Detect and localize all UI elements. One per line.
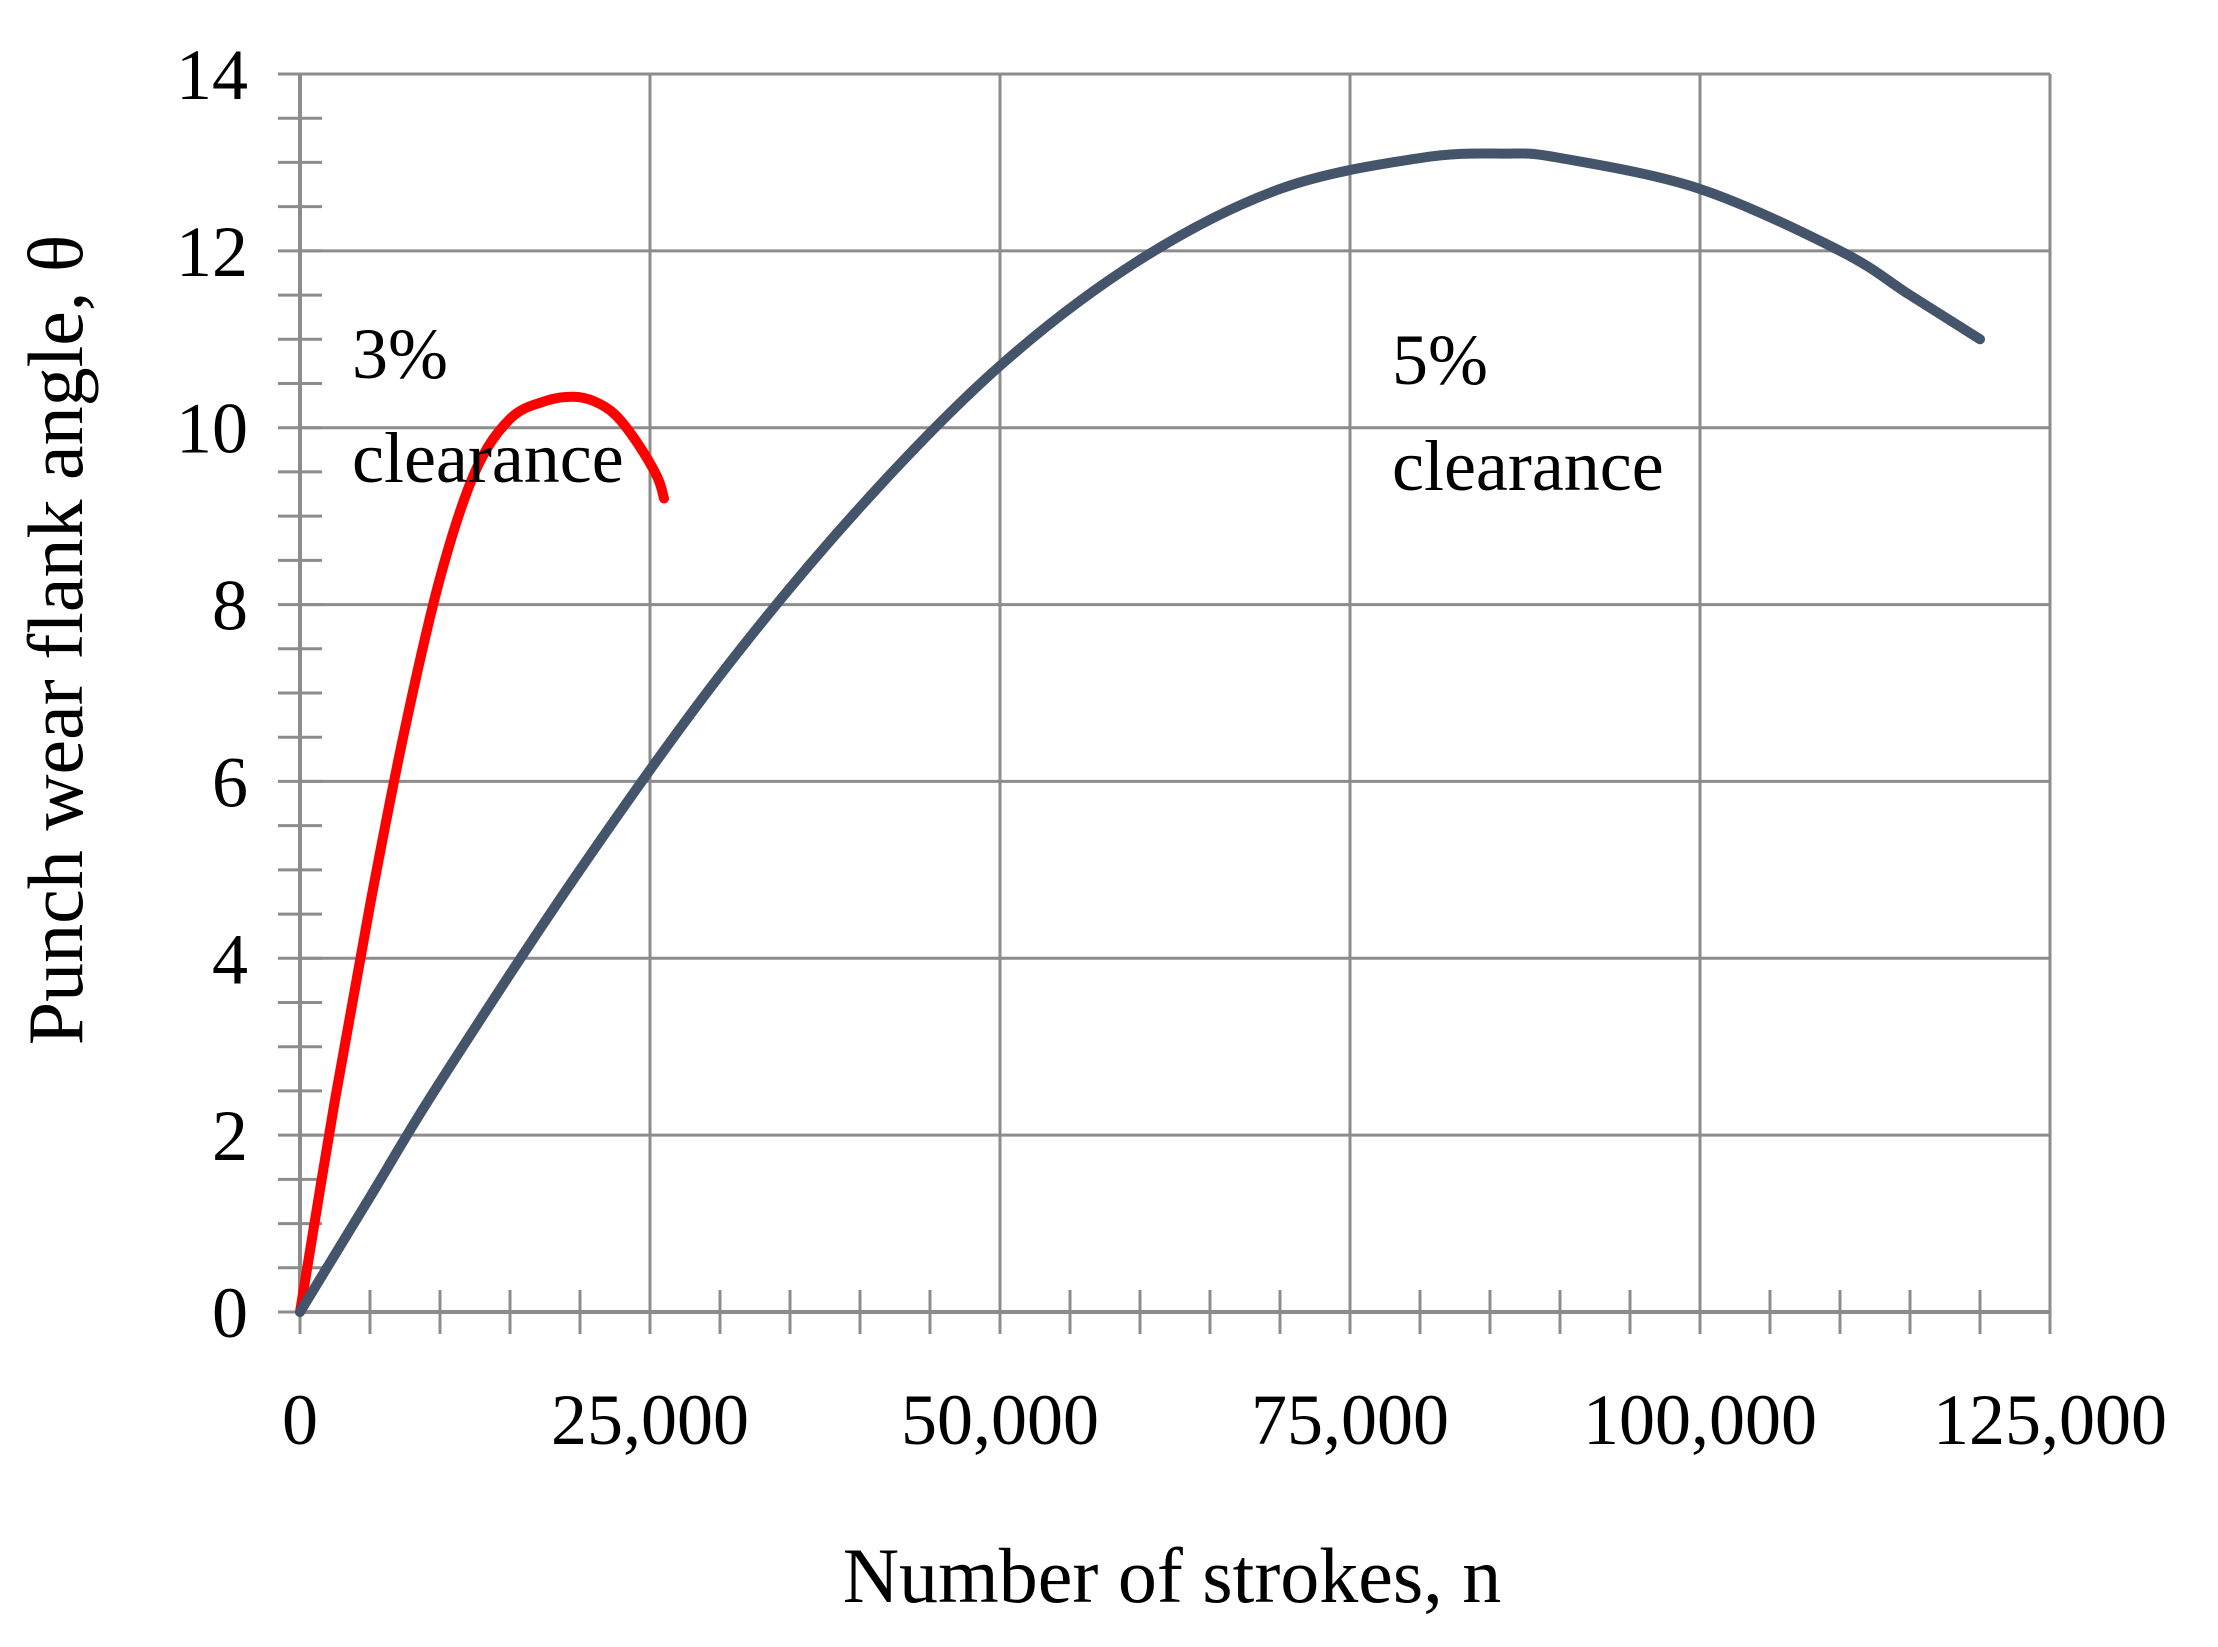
annotation-5pct-line1: 5%	[1392, 320, 1488, 400]
y-tick-label: 8	[212, 566, 248, 646]
grid-lines	[298, 72, 2052, 1314]
y-tick-labels: 0 2 4 6 8 10 12 14	[176, 35, 248, 1353]
y-tick-label: 4	[212, 919, 248, 999]
series-line-5pct	[295, 148, 1985, 1317]
x-tick-labels: 0 25,000 50,000 75,000 100,000 125,000	[282, 1380, 2167, 1460]
x-tick-label: 125,000	[1933, 1380, 2167, 1460]
annotation-3pct-line2: clearance	[352, 418, 624, 498]
annotation-3pct-line1: 3%	[352, 314, 448, 394]
y-tick-label: 0	[212, 1273, 248, 1353]
y-axis-title: Punch wear flank angle, θ	[12, 235, 99, 1046]
annotation-5pct-line2: clearance	[1392, 426, 1664, 506]
x-tick-label: 50,000	[901, 1380, 1099, 1460]
minor-ticks	[278, 72, 2052, 1334]
axes	[298, 74, 2050, 1314]
y-tick-label: 6	[212, 742, 248, 822]
x-tick-label: 25,000	[551, 1380, 749, 1460]
series-line-3pct	[295, 391, 669, 1317]
x-tick-label: 75,000	[1251, 1380, 1449, 1460]
series-layer	[295, 148, 1985, 1317]
x-axis-title: Number of strokes, n	[843, 1532, 1502, 1619]
y-tick-label: 2	[212, 1096, 248, 1176]
y-tick-label: 12	[176, 212, 248, 292]
y-tick-label: 14	[176, 35, 248, 115]
x-tick-label: 0	[282, 1380, 318, 1460]
y-tick-label: 10	[176, 389, 248, 469]
x-tick-label: 100,000	[1583, 1380, 1817, 1460]
